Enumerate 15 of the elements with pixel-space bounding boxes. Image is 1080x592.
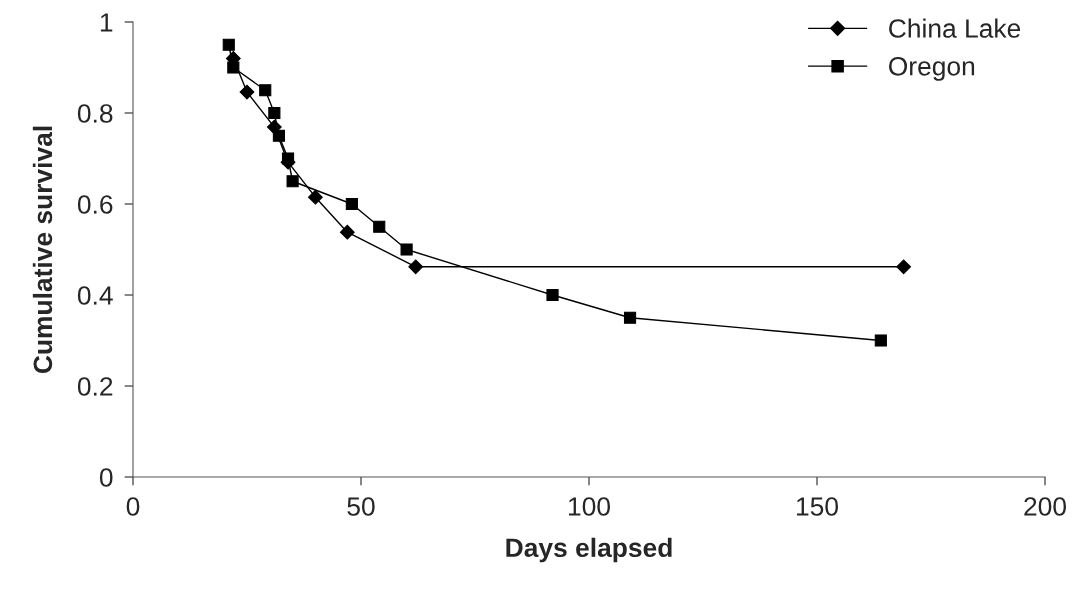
x-tick-label: 50 bbox=[347, 497, 375, 516]
y-tick-label: 0.4 bbox=[77, 286, 113, 305]
y-tick-label: 0.6 bbox=[77, 195, 113, 214]
y-tick-label: 0 bbox=[99, 468, 113, 487]
x-tick-label: 150 bbox=[797, 497, 838, 516]
y-tick-label: 0.2 bbox=[77, 377, 113, 396]
x-tick-label: 100 bbox=[569, 497, 610, 516]
legend-label: Oregon bbox=[889, 56, 975, 81]
legend-label: China Lake bbox=[889, 18, 1021, 38]
x-tick-label: 200 bbox=[1024, 497, 1066, 516]
x-tick-label: 0 bbox=[126, 497, 140, 516]
x-axis-title: Days elapsed bbox=[506, 537, 672, 563]
y-tick-label: 1 bbox=[100, 13, 113, 32]
y-tick-label: 0.8 bbox=[77, 104, 113, 123]
y-axis-title: Cumulative survival bbox=[32, 126, 53, 374]
